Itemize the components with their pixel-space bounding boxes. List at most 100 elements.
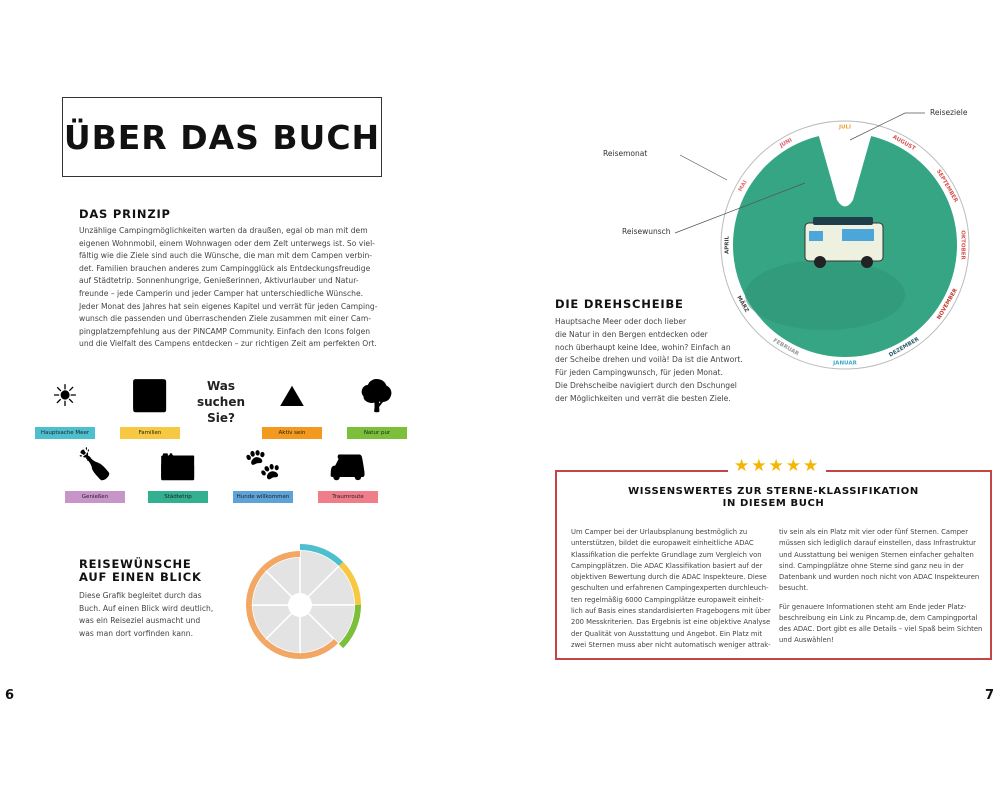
page-title: ÜBER DAS BUCH xyxy=(63,117,381,157)
category-tag: Hunde willkommen xyxy=(233,491,293,503)
camper-wheel xyxy=(814,256,826,268)
text-line xyxy=(779,595,984,602)
text-line: Campingplätzen. Die ADAC Klassifikation … xyxy=(571,561,763,570)
text-line: der Möglichkeiten und verrät die besten … xyxy=(555,393,731,403)
text-line: Hauptsache Meer oder doch lieber xyxy=(555,317,687,326)
text-line: Für genauere Informationen steht am Ende… xyxy=(779,602,967,611)
camper-window xyxy=(842,229,874,241)
text-line: Klassifikation die perfekte Grundlage zu… xyxy=(571,550,762,559)
reisewuensche-heading: REISEWÜNSCHE AUF EINEN BLICK xyxy=(79,558,202,584)
text-line: pingplatzempfehlung aus der PiNCAMP Comm… xyxy=(79,326,371,336)
category-tag: Aktiv sein xyxy=(262,427,322,439)
climber-icon: ⛰ xyxy=(279,379,305,414)
text-line: Um Camper bei der Urlaubsplanung bestmög… xyxy=(571,528,748,536)
text-line: sind. Campingplätze ohne Sterne sind gan… xyxy=(779,561,964,570)
text-line: der Qualität von Ausstattung und Angebot… xyxy=(571,629,763,638)
text-line: was ein Reiseziel ausmacht und xyxy=(79,616,201,626)
text-line: besucht. xyxy=(779,584,809,593)
paw-icon: 🐾 xyxy=(244,447,282,482)
drehscheibe-heading: DIE DREHSCHEIBE xyxy=(555,297,684,311)
month-label: JULI xyxy=(838,125,851,131)
prinzip-heading: DAS PRINZIP xyxy=(79,207,171,221)
wheel-rim-segment xyxy=(338,605,361,649)
camera-icon: 📷 xyxy=(159,447,197,482)
text-line: unterstützen, bildet die europaweit einh… xyxy=(571,539,754,548)
camper-windshield xyxy=(809,231,823,241)
text-line: Jeder Monat des Jahres hat sein eigenes … xyxy=(79,301,378,311)
europe-map-shape xyxy=(745,260,905,330)
text-line: freunde – jede Camperin und jeder Camper… xyxy=(79,288,364,298)
callout-line-reisewunsch xyxy=(674,182,806,234)
callout-reisewunsch: Reisewunsch xyxy=(622,227,671,236)
text-line: ten regelmäßig 6000 Campingplätze europa… xyxy=(571,595,764,604)
sterne-heading-line2: IN DIESEM BUCH xyxy=(722,498,825,509)
text-line: 200 Messkriterien. Das Ergebnis ist eine… xyxy=(571,618,771,627)
sterne-column-1: Um Camper bei der Urlaubsplanung bestmög… xyxy=(571,527,771,651)
text-line: und Auswählen! xyxy=(779,636,834,645)
camper-body xyxy=(804,222,884,262)
wheel-hub xyxy=(288,593,312,617)
category-tag: Städtetrip xyxy=(148,491,208,503)
month-label: OKTOBER xyxy=(960,230,966,260)
text-line: objektiven Bewertung durch die ADAC Insp… xyxy=(571,573,767,582)
page-number-right: 7 xyxy=(985,688,995,703)
callout-reisemonat: Reisemonat xyxy=(603,149,648,158)
wheel-rim-segment xyxy=(338,561,361,605)
sterne-column-2: tiv sein als ein Platz mit vier oder fün… xyxy=(779,527,984,647)
text-line: geschulten und erfahrenen Campingexperte… xyxy=(571,584,769,593)
text-line: det. Familien brauchen anderes zum Campi… xyxy=(79,263,371,273)
text-line: fältig wie die Ziele sind auch die Wünsc… xyxy=(79,251,373,261)
callout-line-reisemonat xyxy=(679,154,728,181)
text-line: müssen sich lediglich darauf einstellen,… xyxy=(779,539,976,548)
text-line: Buch. Auf einen Blick wird deutlich, xyxy=(79,603,214,613)
month-label: JANUAR xyxy=(832,361,857,367)
page-number-left: 6 xyxy=(5,688,15,703)
text-line: wunsch die passenden und überraschenden … xyxy=(79,314,371,324)
text-line: des ADAC. Dort gibt es alle Details – vi… xyxy=(779,625,983,634)
reisewuensche-heading-line2: AUF EINEN BLICK xyxy=(79,570,202,584)
sterne-heading-line1: WISSENSWERTES ZUR STERNE-KLASSIFIKATION xyxy=(628,486,919,497)
family-icon: 👪 xyxy=(131,379,169,414)
callout-line-reiseziele xyxy=(849,112,925,141)
category-tag: Genießen xyxy=(65,491,125,503)
wheel-rim-segment xyxy=(300,544,344,567)
text-line: die Natur in den Bergen entdecken oder xyxy=(555,329,708,339)
text-line: Die Drehscheibe navigiert durch den Dsch… xyxy=(555,380,737,390)
month-label: APRIL xyxy=(725,235,731,254)
text-line: tiv sein als ein Platz mit vier oder fün… xyxy=(779,528,968,536)
mini-wish-wheel xyxy=(246,544,361,659)
text-line: Für jeden Campingwunsch, für jeden Monat… xyxy=(555,368,723,378)
sea-sun-icon: ☀ xyxy=(51,379,79,414)
text-line: und die Vielfalt des Campens entdecken –… xyxy=(79,339,377,349)
five-stars-icon: ★★★★★ xyxy=(728,456,827,476)
text-line: auf Städtetrip. Sonnenhungrige, Genießer… xyxy=(79,276,359,286)
wheel-rim-segment xyxy=(246,605,267,644)
text-line: eigenen Wohnmobil, einem Wohnwagen oder … xyxy=(79,238,375,248)
tree-icon: 🌳 xyxy=(358,379,396,414)
category-tag: Traumroute xyxy=(318,491,378,503)
sterne-heading: WISSENSWERTES ZUR STERNE-KLASSIFIKATION … xyxy=(555,486,992,510)
text-line: und Ausstattung bei wenigen Sternen einf… xyxy=(779,550,974,559)
title-box: ÜBER DAS BUCH xyxy=(62,97,382,177)
category-tag: Familien xyxy=(120,427,180,439)
camper-roof xyxy=(813,217,873,225)
text-line: lich auf Basis eines standardisierten Fr… xyxy=(571,607,771,616)
reisewuensche-heading-line1: REISEWÜNSCHE xyxy=(79,557,192,571)
text-line: was man dort vorfinden kann. xyxy=(79,628,194,638)
wheel-rim-segment xyxy=(261,638,300,659)
wine-icon: 🍾 xyxy=(76,447,114,482)
category-tag: Hauptsache Meer xyxy=(35,427,95,439)
month-label: MAI xyxy=(738,180,749,193)
prinzip-text: Unzählige Campingmöglichkeiten warten da… xyxy=(79,225,379,351)
drehscheibe-text: Hauptsache Meer oder doch lieber die Natu… xyxy=(555,316,755,406)
text-line: Diese Grafik begleitet durch das xyxy=(79,591,202,600)
wheel-rim-segment xyxy=(300,638,339,659)
camper-icon: 🚐 xyxy=(329,447,367,482)
callout-reiseziele: Reiseziele xyxy=(930,108,968,117)
month-wheel[interactable]: JULIAUGUSTSEPTEMBEROKTOBERNOVEMBERDEZEMB… xyxy=(580,100,1000,390)
text-line: der Scheibe drehen und voilà! Da ist die… xyxy=(555,355,743,365)
camper-wheel xyxy=(861,256,873,268)
reisewuensche-text: Diese Grafik begleitet durch das Buch. Au… xyxy=(79,590,239,640)
text-line: Unzählige Campingmöglichkeiten warten da… xyxy=(79,226,368,235)
category-tag: Natur pur xyxy=(347,427,407,439)
